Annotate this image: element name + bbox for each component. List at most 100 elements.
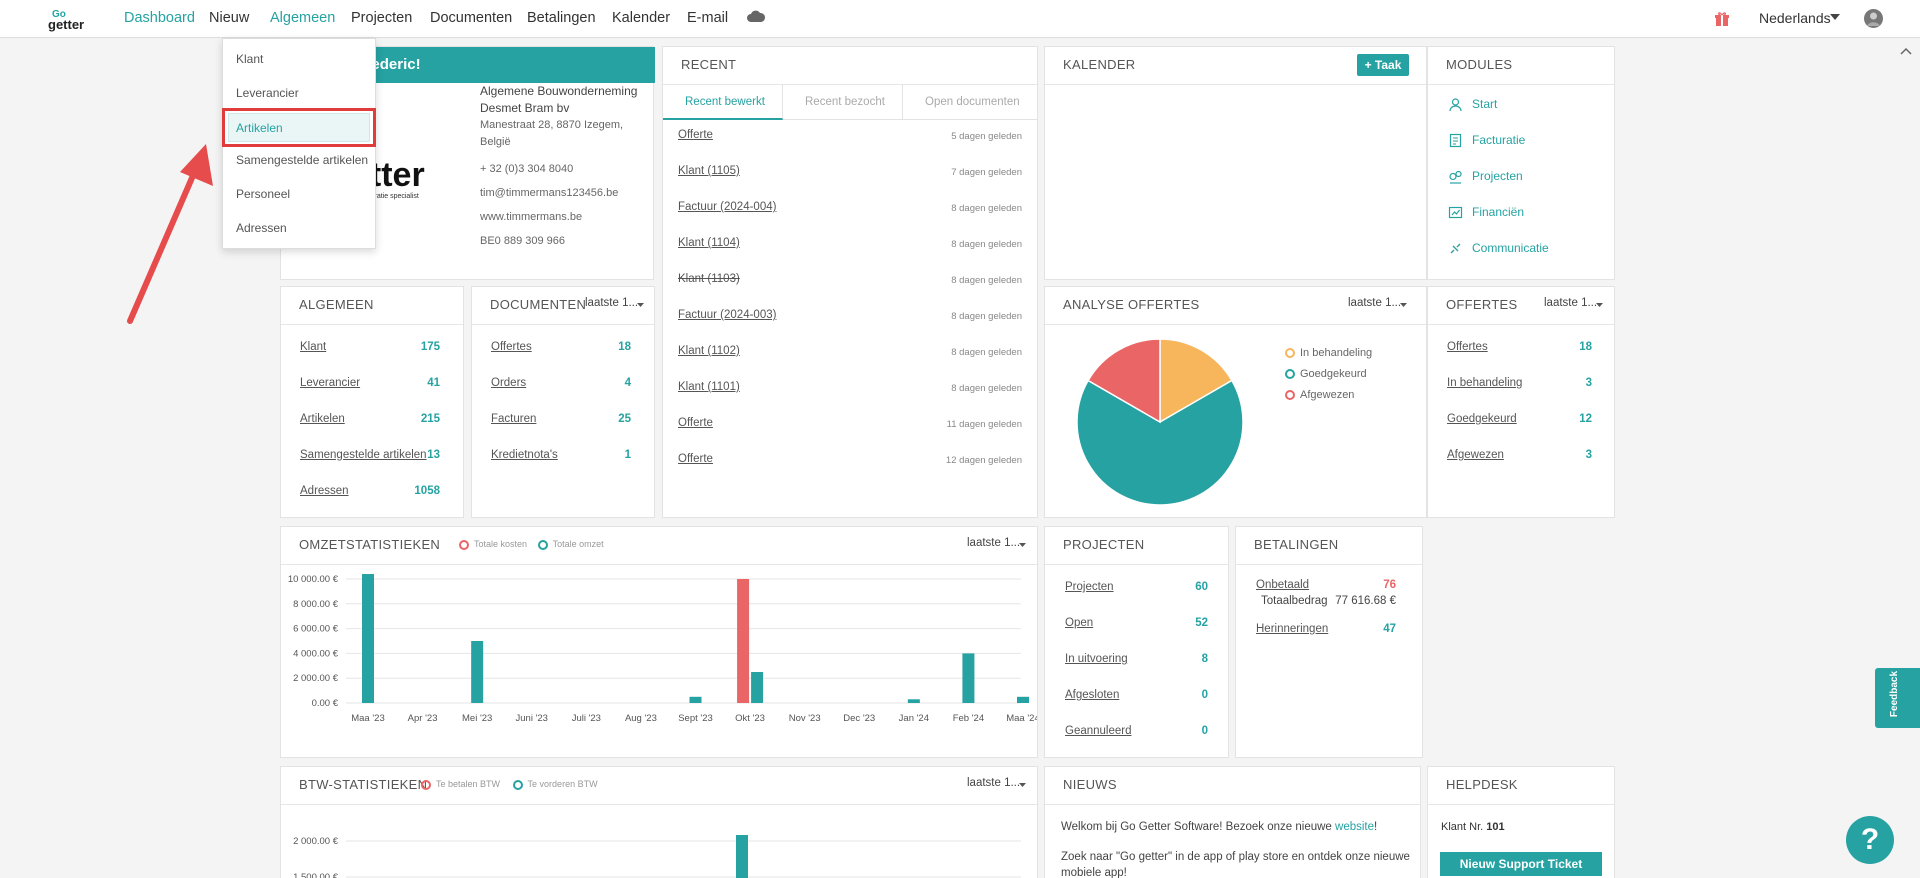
legend-te-betalen-btw[interactable]: Te betalen BTW	[421, 779, 500, 790]
website-link[interactable]: website	[1335, 821, 1375, 833]
stat-link[interactable]: Klant	[300, 341, 327, 353]
cloud-icon[interactable]	[746, 9, 766, 23]
list-item[interactable]: Offerte 12 dagen geleden	[678, 453, 1022, 469]
bar-totale-kosten[interactable]	[737, 579, 750, 703]
bar-te-vorderen-btw[interactable]	[736, 835, 748, 878]
nav-kalender[interactable]: Kalender	[612, 10, 671, 26]
herinneringen-link[interactable]: Herinneringen	[1256, 623, 1329, 635]
stat-link[interactable]: Kredietnota's	[491, 449, 558, 461]
bar-totale-omzet[interactable]	[1017, 696, 1029, 703]
helpdesk-title: HELPDESK	[1446, 777, 1518, 792]
caret-down-icon[interactable]	[1019, 783, 1026, 788]
list-item[interactable]: Offerte 5 dagen geleden	[678, 129, 1022, 145]
avatar[interactable]	[1864, 9, 1883, 28]
caret-down-icon[interactable]	[1400, 303, 1407, 308]
legend-in-behandeling[interactable]: In behandeling	[1285, 343, 1372, 364]
stat-link[interactable]: Offertes	[491, 341, 532, 353]
nav-algemeen[interactable]: Algemeen	[270, 10, 336, 26]
caret-down-icon[interactable]	[1596, 303, 1603, 308]
recent-item-link[interactable]: Klant (1103)	[678, 273, 740, 285]
onbetaald-link[interactable]: Onbetaald	[1256, 579, 1310, 591]
stat-link[interactable]: Afgesloten	[1065, 689, 1120, 701]
bar-totale-omzet[interactable]	[907, 699, 920, 703]
caret-down-icon[interactable]	[1830, 14, 1840, 21]
nav-documenten[interactable]: Documenten	[430, 10, 513, 26]
pie-slice[interactable]	[1159, 338, 1233, 424]
analyse-period-select[interactable]: laatste 1...	[1348, 297, 1402, 309]
stat-link[interactable]: In behandeling	[1447, 377, 1523, 389]
language-selector[interactable]: Nederlands	[1759, 10, 1831, 26]
collapse-chevron-icon[interactable]	[1899, 46, 1913, 56]
recent-item-link[interactable]: Offerte	[678, 417, 713, 429]
dropdown-item-klant[interactable]: Klant	[236, 52, 264, 66]
stat-link[interactable]: Artikelen	[300, 413, 345, 425]
add-task-button[interactable]: + Taak	[1357, 54, 1409, 76]
stat-link[interactable]: Orders	[491, 377, 527, 389]
bar-totale-omzet[interactable]	[362, 574, 374, 703]
go-getter-logo[interactable]: Go getter	[44, 6, 100, 32]
stat-link[interactable]: Projecten	[1065, 581, 1114, 593]
documenten-period-select[interactable]: laatste 1...	[585, 297, 639, 309]
recent-item-link[interactable]: Klant (1105)	[678, 165, 740, 177]
new-support-ticket-button[interactable]: Nieuw Support Ticket	[1440, 852, 1602, 876]
list-item[interactable]: Klant (1105) 7 dagen geleden	[678, 165, 1022, 181]
bar-totale-omzet[interactable]	[689, 696, 702, 703]
stat-link[interactable]: Geannuleerd	[1065, 725, 1132, 737]
recent-item-link[interactable]: Klant (1104)	[678, 237, 740, 249]
stat-link[interactable]: Open	[1065, 617, 1094, 629]
recent-item-link[interactable]: Klant (1101)	[678, 381, 740, 393]
tab-recent-bewerkt[interactable]: Recent bewerkt	[663, 84, 783, 120]
list-item[interactable]: Klant (1101) 8 dagen geleden	[678, 381, 1022, 397]
recent-item-link[interactable]: Klant (1102)	[678, 345, 740, 357]
dropdown-item-samengestelde-artikelen[interactable]: Samengestelde artikelen	[236, 153, 369, 167]
list-item[interactable]: Klant (1104) 8 dagen geleden	[678, 237, 1022, 253]
stat-link[interactable]: Leverancier	[300, 377, 361, 389]
stat-link[interactable]: In uitvoering	[1065, 653, 1128, 665]
pie-slice[interactable]	[1076, 379, 1244, 506]
bar-totale-omzet[interactable]	[751, 672, 764, 703]
recent-item-link[interactable]: Factuur (2024-003)	[678, 309, 777, 321]
tab-recent-bezocht[interactable]: Recent bezocht	[783, 84, 903, 120]
stat-link[interactable]: Adressen	[300, 485, 349, 497]
offertes-period-select[interactable]: laatste 1...	[1544, 297, 1598, 309]
legend-totale-kosten[interactable]: Totale kosten	[459, 539, 527, 550]
dropdown-item-artikelen[interactable]: Artikelen	[228, 113, 370, 142]
stat-link[interactable]: Afgewezen	[1447, 449, 1504, 461]
recent-item-link[interactable]: Factuur (2024-004)	[678, 201, 777, 213]
btw-period-select[interactable]: laatste 1...	[967, 777, 1021, 789]
analyse-offertes-card: ANALYSE OFFERTES laatste 1... In behande…	[1044, 286, 1427, 518]
nav-email[interactable]: E-mail	[687, 10, 729, 26]
legend-te-vorderen-btw[interactable]: Te vorderen BTW	[512, 779, 598, 790]
dropdown-item-leverancier[interactable]: Leverancier	[236, 86, 299, 100]
caret-down-icon[interactable]	[637, 303, 644, 308]
gift-icon[interactable]	[1714, 11, 1730, 27]
bar-totale-omzet[interactable]	[471, 641, 484, 703]
list-item[interactable]: Klant (1102) 8 dagen geleden	[678, 345, 1022, 361]
recent-item-link[interactable]: Offerte	[678, 129, 713, 141]
feedback-tab[interactable]: Feedback	[1875, 668, 1920, 728]
dropdown-item-adressen[interactable]: Adressen	[236, 221, 287, 235]
tab-open-documenten[interactable]: Open documenten	[903, 84, 1038, 120]
legend-totale-omzet[interactable]: Totale omzet	[537, 539, 604, 550]
help-button[interactable]: ?	[1846, 816, 1894, 864]
recent-item-link[interactable]: Offerte	[678, 453, 713, 465]
list-item[interactable]: Offerte 11 dagen geleden	[678, 417, 1022, 433]
bar-totale-omzet[interactable]	[962, 653, 975, 703]
stat-link[interactable]: Samengestelde artikelen	[300, 449, 427, 461]
stat-link[interactable]: Offertes	[1447, 341, 1488, 353]
legend-goedgekeurd[interactable]: Goedgekeurd	[1285, 364, 1372, 385]
nav-nieuw[interactable]: Nieuw	[209, 10, 250, 26]
list-item[interactable]: Factuur (2024-004) 8 dagen geleden	[678, 201, 1022, 217]
caret-down-icon[interactable]	[1019, 543, 1026, 548]
stat-link[interactable]: Facturen	[491, 413, 537, 425]
nav-projecten[interactable]: Projecten	[351, 10, 413, 26]
stat-link[interactable]: Goedgekeurd	[1447, 413, 1517, 425]
list-item[interactable]: Klant (1103) 8 dagen geleden	[678, 273, 1022, 289]
dropdown-item-personeel[interactable]: Personeel	[236, 187, 291, 201]
nav-betalingen[interactable]: Betalingen	[527, 10, 596, 26]
omzet-period-select[interactable]: laatste 1...	[967, 537, 1021, 549]
list-item[interactable]: Factuur (2024-003) 8 dagen geleden	[678, 309, 1022, 325]
nav-dashboard[interactable]: Dashboard	[124, 10, 195, 26]
legend-afgewezen[interactable]: Afgewezen	[1285, 385, 1372, 406]
pie-slice[interactable]	[1087, 338, 1161, 424]
